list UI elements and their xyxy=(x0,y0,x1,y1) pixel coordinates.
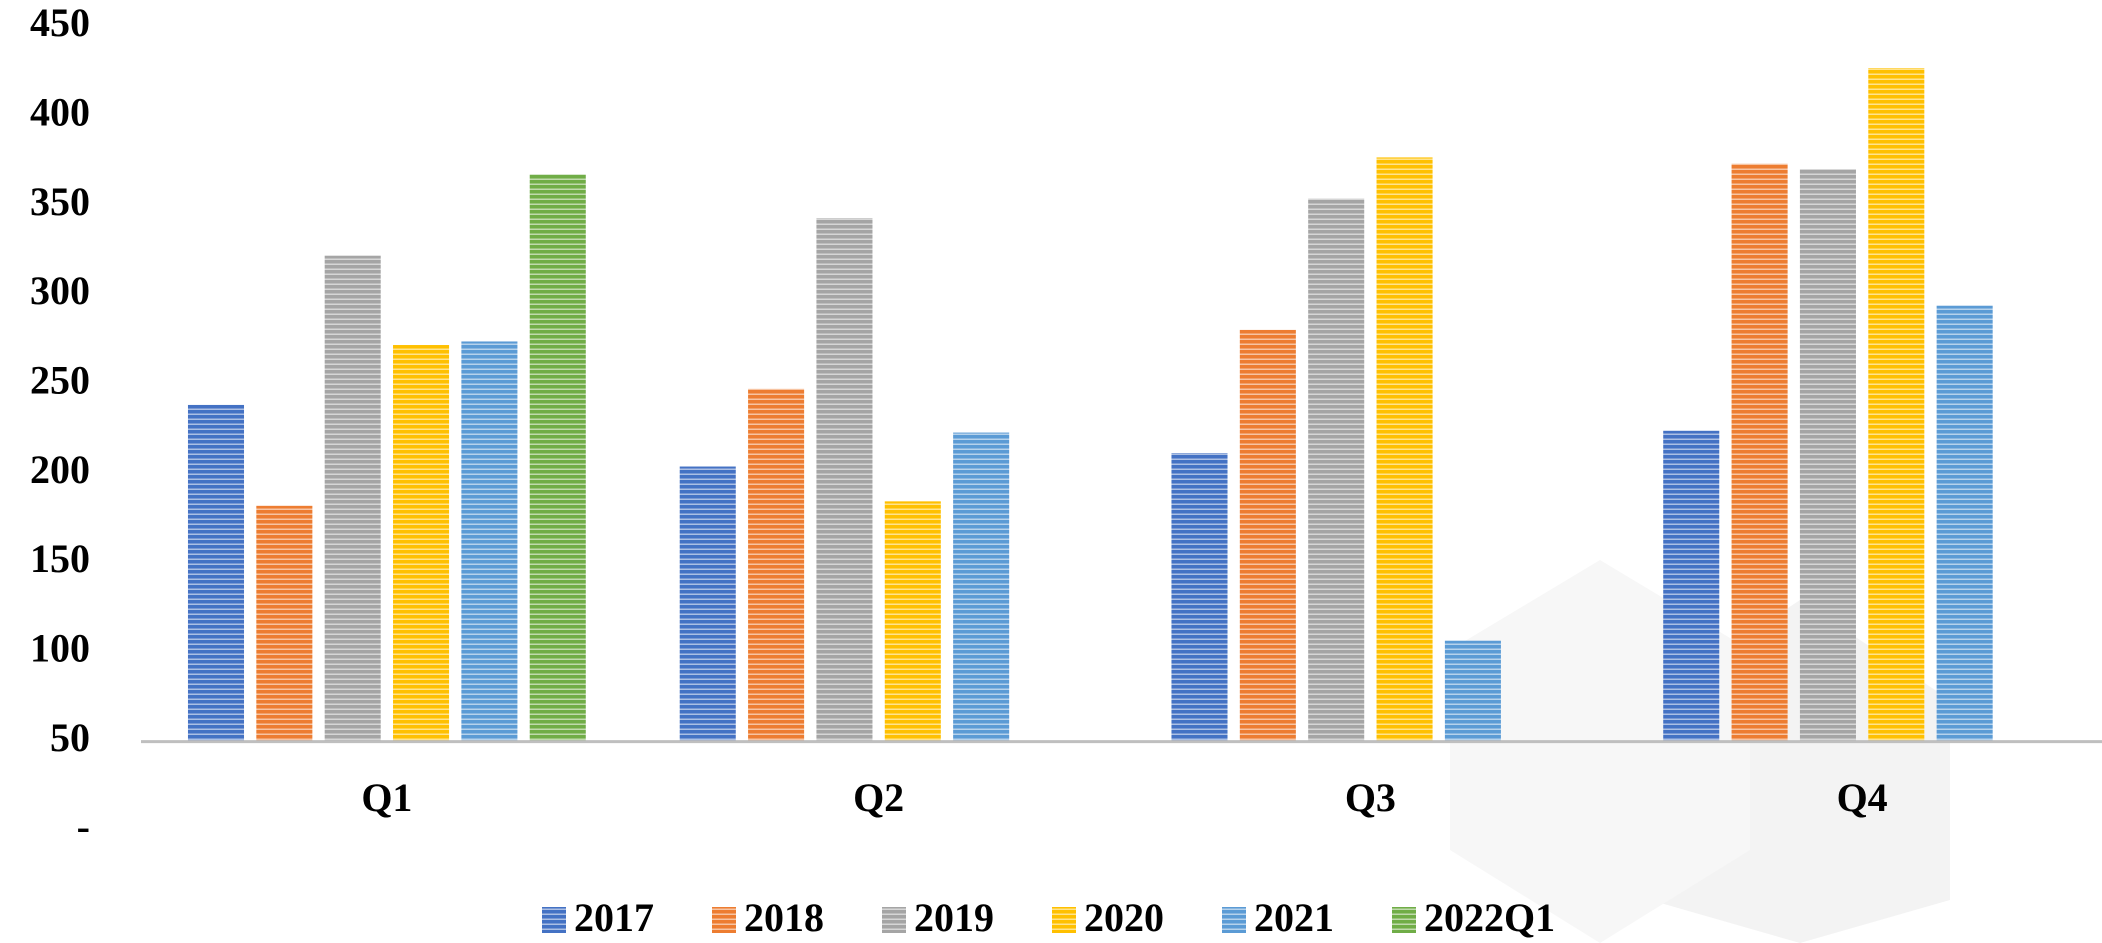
legend-swatch xyxy=(1222,907,1246,933)
legend-swatch xyxy=(1392,907,1416,933)
legend-label: 2017 xyxy=(574,895,654,940)
bar xyxy=(953,432,1010,742)
y-tick-label: 100 xyxy=(30,626,90,671)
bar xyxy=(1868,68,1925,742)
legend-swatch xyxy=(882,907,906,933)
y-tick-label: 300 xyxy=(30,268,90,313)
bar xyxy=(1731,163,1788,742)
y-tick-label: 400 xyxy=(30,90,90,135)
legend-label: 2021 xyxy=(1254,895,1334,940)
y-tick-label: - xyxy=(77,804,90,849)
bar xyxy=(1239,329,1296,742)
x-tick-label: Q2 xyxy=(853,775,904,820)
bar xyxy=(1799,169,1856,742)
x-tick-label: Q3 xyxy=(1345,775,1396,820)
bar xyxy=(679,466,736,742)
bar xyxy=(816,218,873,742)
y-tick-label: 250 xyxy=(30,358,90,403)
bar xyxy=(1376,157,1433,742)
bar xyxy=(256,505,313,742)
bar xyxy=(324,255,381,742)
bar xyxy=(1663,430,1720,742)
y-tick-label: 450 xyxy=(30,0,90,45)
bar xyxy=(884,501,941,742)
legend-label: 2018 xyxy=(744,895,824,940)
y-tick-label: 350 xyxy=(30,179,90,224)
bar xyxy=(461,341,518,742)
bar xyxy=(529,174,586,742)
legend-label: 2022Q1 xyxy=(1424,895,1555,940)
bar xyxy=(1936,305,1993,742)
y-tick-label: 50 xyxy=(50,715,90,760)
legend-label: 2019 xyxy=(914,895,994,940)
legend-swatch xyxy=(712,907,736,933)
x-tick-label: Q4 xyxy=(1837,775,1888,820)
bar xyxy=(393,345,450,742)
legend-swatch xyxy=(1052,907,1076,933)
bar xyxy=(748,388,805,742)
bar xyxy=(1171,453,1228,742)
y-tick-label: 150 xyxy=(30,536,90,581)
legend-swatch xyxy=(542,907,566,933)
x-tick-label: Q1 xyxy=(361,775,412,820)
y-tick-label: 200 xyxy=(30,447,90,492)
bar xyxy=(187,404,245,742)
bar xyxy=(1444,640,1501,742)
bar xyxy=(1308,198,1365,742)
legend-label: 2020 xyxy=(1084,895,1164,940)
